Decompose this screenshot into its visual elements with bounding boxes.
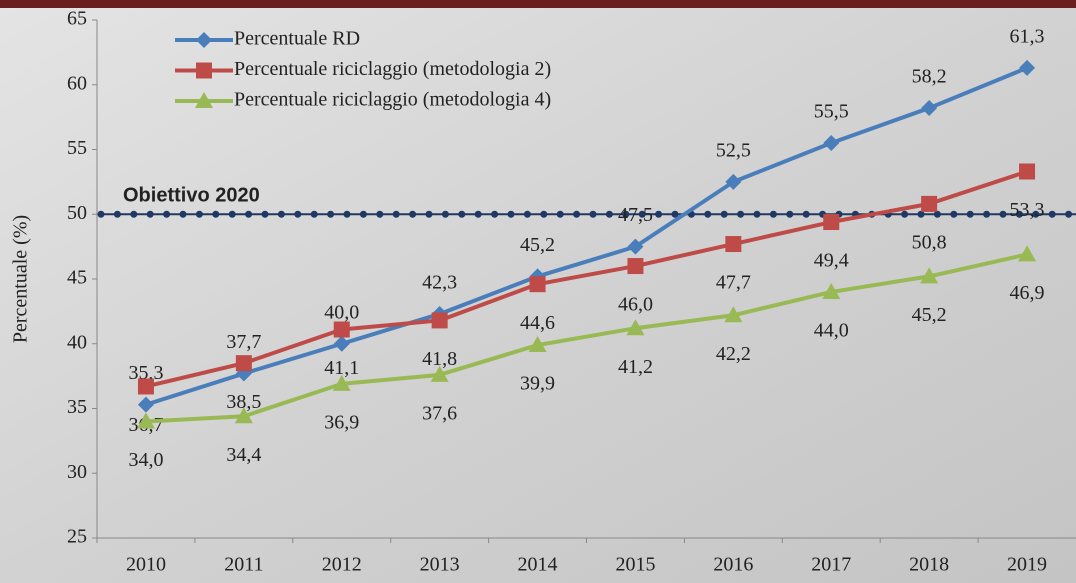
legend-label: Percentuale riciclaggio (metodologia 2) bbox=[234, 58, 551, 80]
data-label: 37,7 bbox=[226, 331, 261, 353]
marker bbox=[196, 32, 212, 48]
marker bbox=[626, 319, 645, 336]
data-label: 38,5 bbox=[226, 391, 261, 413]
marker bbox=[725, 173, 742, 190]
y-tick-label: 25 bbox=[67, 526, 87, 548]
marker bbox=[528, 336, 547, 353]
series-line bbox=[145, 66, 1028, 407]
x-tick-label: 2019 bbox=[1007, 554, 1047, 576]
data-label: 52,5 bbox=[716, 139, 751, 161]
x-tick-label: 2016 bbox=[713, 554, 753, 576]
data-label: 53,3 bbox=[1010, 199, 1045, 221]
data-label: 35,3 bbox=[128, 362, 163, 384]
marker bbox=[430, 365, 449, 382]
marker bbox=[627, 238, 644, 255]
x-tick-label: 2018 bbox=[909, 554, 949, 576]
marker bbox=[823, 135, 840, 152]
marker bbox=[921, 100, 938, 117]
y-tick-label: 35 bbox=[67, 396, 87, 418]
data-label: 37,6 bbox=[422, 402, 457, 424]
marker bbox=[1018, 245, 1037, 262]
marker bbox=[431, 312, 448, 329]
marker bbox=[234, 407, 253, 424]
marker bbox=[136, 412, 155, 429]
data-label: 58,2 bbox=[912, 66, 947, 88]
data-label: 40,0 bbox=[324, 301, 359, 323]
data-label: 46,0 bbox=[618, 294, 653, 316]
marker bbox=[196, 62, 212, 79]
y-tick-label: 60 bbox=[67, 72, 87, 94]
data-label: 50,8 bbox=[912, 231, 947, 253]
y-tick-label: 55 bbox=[67, 137, 87, 159]
legend-label: Percentuale RD bbox=[234, 28, 360, 50]
marker bbox=[921, 195, 938, 212]
top-bar bbox=[0, 0, 1076, 8]
data-label: 45,2 bbox=[520, 234, 555, 256]
data-label: 49,4 bbox=[814, 250, 849, 272]
marker bbox=[333, 335, 350, 352]
data-label: 41,1 bbox=[324, 357, 359, 379]
marker bbox=[137, 396, 154, 413]
x-tick-label: 2015 bbox=[615, 554, 655, 576]
target-label: Obiettivo 2020 bbox=[123, 185, 260, 207]
marker bbox=[195, 92, 213, 108]
x-tick-label: 2011 bbox=[224, 554, 263, 576]
marker bbox=[627, 258, 644, 275]
data-label: 47,5 bbox=[618, 204, 653, 226]
data-label: 55,5 bbox=[814, 101, 849, 123]
data-label: 44,6 bbox=[520, 312, 555, 334]
y-tick-label: 45 bbox=[67, 267, 87, 289]
y-tick-label: 40 bbox=[67, 331, 87, 353]
marker bbox=[724, 306, 743, 323]
data-label: 47,7 bbox=[716, 272, 751, 294]
data-label: 36,9 bbox=[324, 411, 359, 433]
data-label: 39,9 bbox=[520, 373, 555, 395]
data-label: 42,3 bbox=[422, 272, 457, 294]
marker bbox=[529, 276, 546, 293]
series-line bbox=[145, 252, 1028, 424]
marker bbox=[137, 378, 154, 395]
x-tick-label: 2017 bbox=[811, 554, 851, 576]
x-tick-label: 2012 bbox=[322, 554, 362, 576]
data-label: 34,0 bbox=[128, 449, 163, 471]
marker bbox=[333, 321, 350, 338]
marker bbox=[1019, 163, 1036, 180]
y-tick-label: 50 bbox=[67, 202, 87, 224]
data-label: 45,2 bbox=[912, 304, 947, 326]
legend-label: Percentuale riciclaggio (metodologia 4) bbox=[234, 89, 551, 111]
marker bbox=[823, 214, 840, 231]
marker bbox=[920, 267, 939, 284]
data-label: 61,3 bbox=[1010, 26, 1045, 48]
x-tick-label: 2013 bbox=[420, 554, 460, 576]
data-label: 42,2 bbox=[716, 343, 751, 365]
marker bbox=[822, 282, 841, 299]
series-line bbox=[145, 169, 1028, 389]
marker bbox=[725, 236, 742, 253]
data-label: 41,2 bbox=[618, 356, 653, 378]
data-label: 41,8 bbox=[422, 348, 457, 370]
marker bbox=[235, 355, 252, 372]
marker bbox=[1019, 59, 1036, 76]
marker bbox=[332, 374, 351, 391]
y-tick-label: 65 bbox=[67, 8, 87, 30]
y-axis-label: Percentuale (%) bbox=[10, 215, 32, 343]
data-label: 44,0 bbox=[814, 320, 849, 342]
x-tick-label: 2010 bbox=[126, 554, 166, 576]
data-label: 34,4 bbox=[226, 444, 261, 466]
data-label: 46,9 bbox=[1010, 282, 1045, 304]
y-tick-label: 30 bbox=[67, 461, 87, 483]
x-tick-label: 2014 bbox=[518, 554, 558, 576]
